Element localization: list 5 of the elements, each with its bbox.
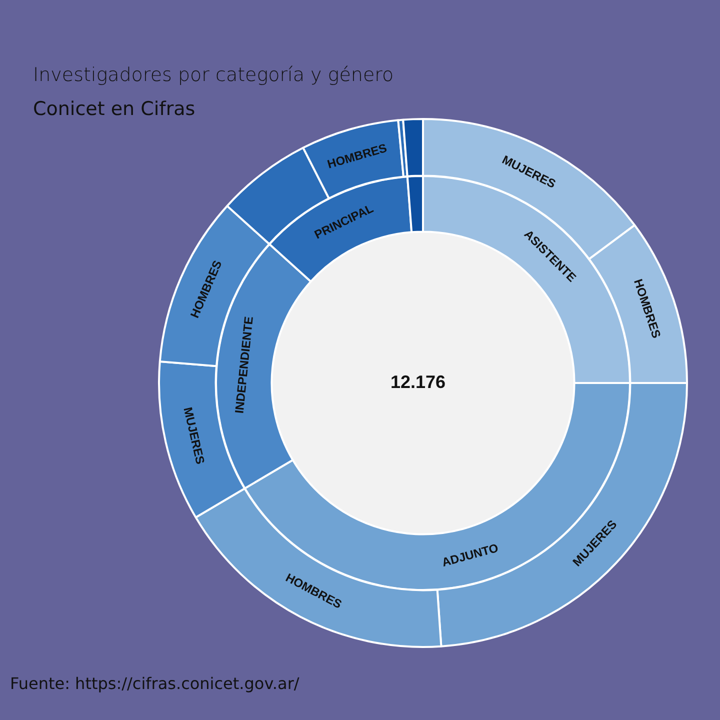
slice-label: INDEPENDIENTE: [232, 316, 256, 414]
source-note: Fuente: https://cifras.conicet.gov.ar/: [10, 674, 300, 693]
chart-subtitle: Conicet en Cifras: [33, 98, 196, 120]
chart-title: Investigadores por categoría y género: [33, 64, 394, 86]
text: 12.176: [390, 372, 446, 392]
